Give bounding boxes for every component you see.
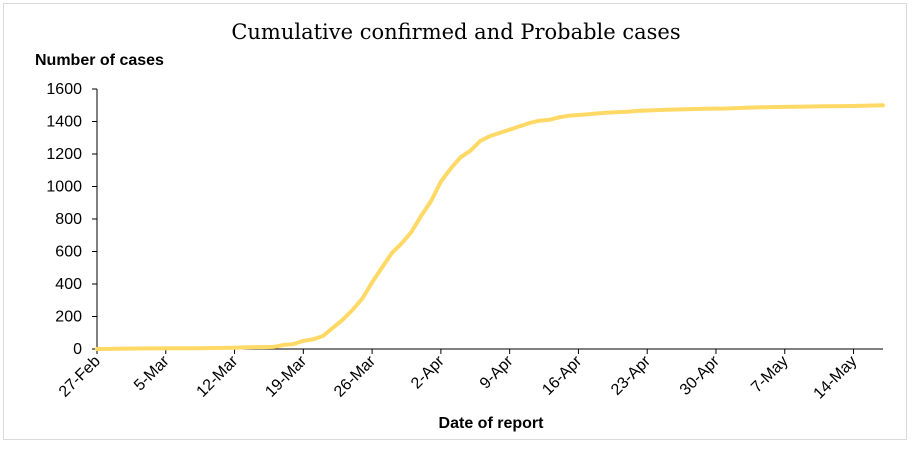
x-tick-label: 2-Apr — [408, 352, 448, 392]
y-tick-label: 200 — [55, 309, 82, 326]
x-tick-label: 30-Apr — [677, 352, 723, 398]
y-tick-label: 1400 — [46, 114, 82, 131]
x-tick-label: 19-Mar — [262, 352, 310, 400]
x-tick-label: 26-Mar — [331, 352, 379, 400]
y-tick-label: 400 — [55, 276, 82, 293]
y-axis-label: Number of cases — [35, 52, 164, 69]
x-tick-label: 5-Mar — [131, 352, 173, 394]
y-tick-label: 1600 — [46, 81, 82, 98]
x-tick-label: 7-May — [748, 353, 791, 396]
axes: 0 200 400 600 800 1000 1200 1400 1600 27-Feb 5-Mar… — [46, 81, 883, 403]
y-tick-label: 1200 — [46, 146, 82, 163]
x-tick-label: 27-Feb — [56, 353, 104, 401]
x-tick-label: 14-May — [811, 353, 861, 403]
x-tick-label: 16-Apr — [539, 352, 585, 398]
x-tick-label: 23-Apr — [608, 352, 654, 398]
chart-title: Cumulative confirmed and Probable cases — [231, 20, 680, 44]
x-tick-label: 12-Mar — [194, 352, 242, 400]
y-tick-label: 0 — [73, 341, 82, 358]
y-tick-label: 1000 — [46, 179, 82, 196]
y-tick-label: 600 — [55, 244, 82, 261]
x-axis-label: Date of report — [439, 415, 545, 432]
y-tick-label: 800 — [55, 211, 82, 228]
series-line-cumulative-cases — [95, 103, 885, 351]
x-tick-label: 9-Apr — [477, 352, 517, 392]
series-group — [95, 103, 885, 351]
chart-frame — [3, 3, 907, 440]
